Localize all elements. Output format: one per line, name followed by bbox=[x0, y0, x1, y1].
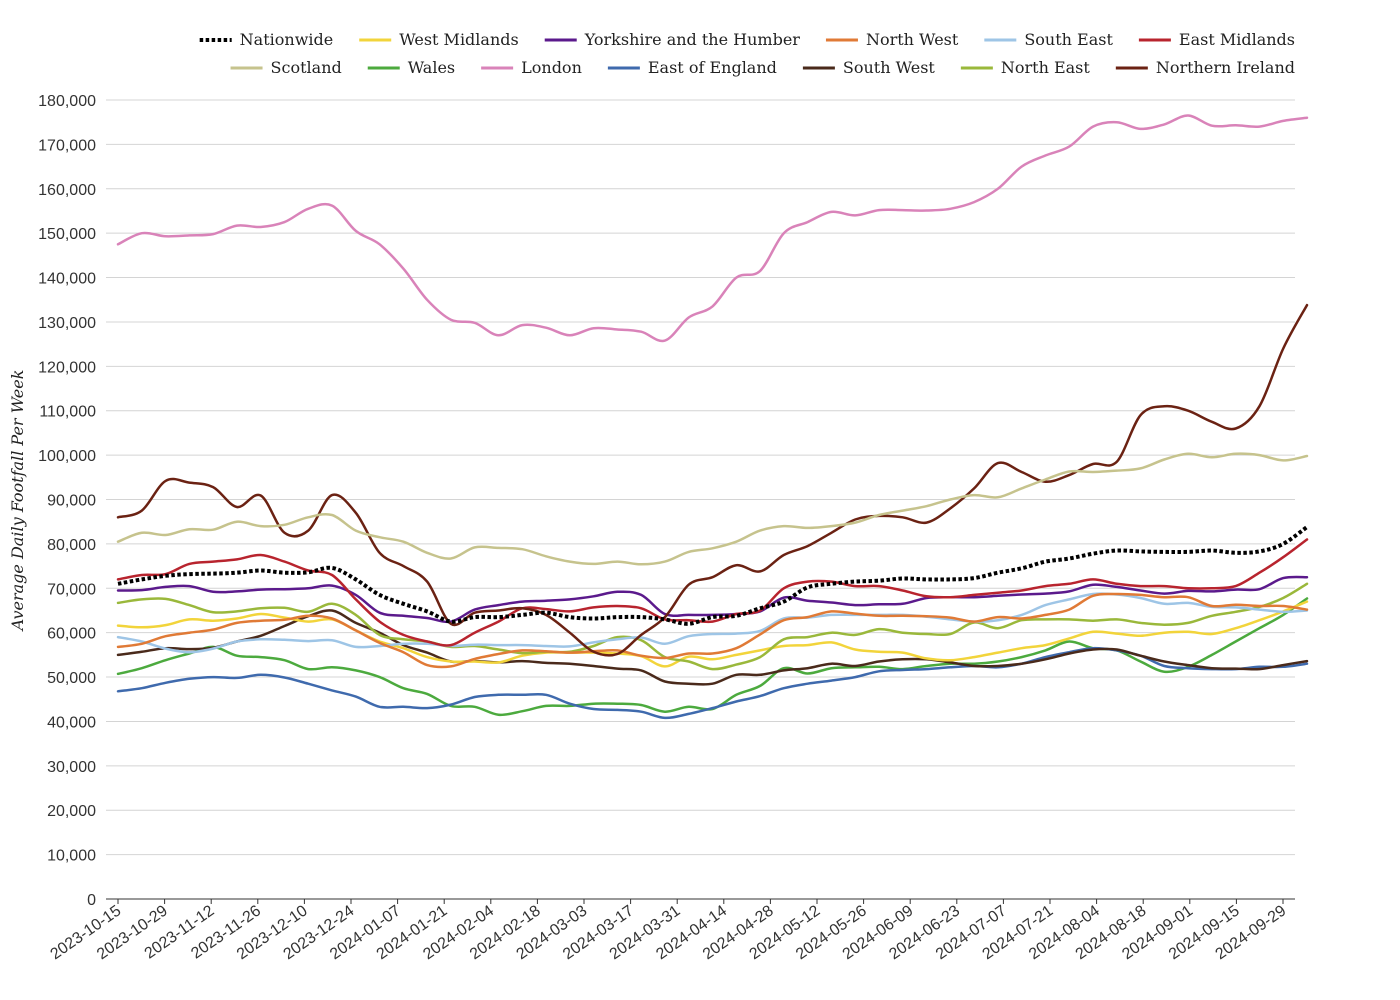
series-line-northern-ireland bbox=[116, 303, 1309, 657]
y-tick-label: 20,000 bbox=[47, 803, 96, 820]
y-tick-label: 90,000 bbox=[47, 493, 96, 510]
legend-label: Northern Ireland bbox=[1156, 58, 1295, 77]
series-line-east-midlands bbox=[116, 538, 1309, 647]
legend-item-east-of-england: East of England bbox=[607, 58, 777, 77]
series-line-south-west bbox=[116, 609, 1309, 686]
legend-item-scotland: Scotland bbox=[230, 58, 342, 77]
legend-item-london: London bbox=[481, 58, 582, 77]
series-line-west-midlands bbox=[116, 600, 1309, 668]
legend-label: West Midlands bbox=[399, 30, 519, 49]
y-tick-label: 130,000 bbox=[38, 315, 96, 332]
y-tick-label: 40,000 bbox=[47, 714, 96, 731]
y-axis-label: Average Daily Footfall Per Week bbox=[8, 370, 27, 633]
y-tick-label: 0 bbox=[87, 892, 96, 909]
legend-item-east-midlands: East Midlands bbox=[1138, 30, 1295, 49]
legend-label: Nationwide bbox=[240, 30, 334, 49]
series-line-yorkshire-and-the-humber bbox=[116, 575, 1309, 624]
y-tick-label: 30,000 bbox=[47, 759, 96, 776]
gridlines bbox=[106, 99, 1295, 856]
y-tick-label: 150,000 bbox=[38, 226, 96, 243]
y-tick-label: 110,000 bbox=[39, 404, 96, 421]
y-tick-label: 80,000 bbox=[47, 537, 96, 554]
series-line-north-east bbox=[116, 582, 1309, 671]
legend-item-northern-ireland: Northern Ireland bbox=[1115, 58, 1295, 77]
legend-label: Yorkshire and the Humber bbox=[584, 30, 801, 49]
legend-label: East of England bbox=[648, 58, 777, 77]
axes: 0 10,000 20,000 30,000 40,000 50,000 60,000 70,… bbox=[38, 93, 1295, 963]
y-tick-label: 160,000 bbox=[38, 182, 96, 199]
legend-label: North West bbox=[866, 30, 959, 49]
legend-item-west-midlands: West Midlands bbox=[359, 30, 519, 49]
legend-label: London bbox=[521, 58, 582, 77]
y-tick-label: 10,000 bbox=[47, 848, 96, 865]
legend-item-north-west: North West bbox=[825, 30, 959, 49]
series-line-south-east bbox=[116, 592, 1309, 654]
series-line-scotland bbox=[116, 452, 1309, 566]
legend-item-nationwide: Nationwide bbox=[199, 30, 334, 49]
legend-label: South West bbox=[843, 58, 936, 77]
legend-item-south-east: South East bbox=[984, 30, 1113, 49]
series-lines bbox=[116, 114, 1309, 720]
y-tick-label: 140,000 bbox=[38, 271, 96, 288]
legend-item-south-west: South West bbox=[802, 58, 936, 77]
y-tick-label: 120,000 bbox=[38, 359, 96, 376]
y-tick-label: 60,000 bbox=[47, 626, 96, 643]
legend-item-yorkshire-and-the-humber: Yorkshire and the Humber bbox=[544, 30, 801, 49]
y-tick-label: 180,000 bbox=[38, 93, 96, 110]
legend-item-wales: Wales bbox=[367, 58, 455, 77]
legend: Nationwide West Midlands Yorkshire and the… bbox=[199, 30, 1295, 77]
legend-item-north-east: North East bbox=[960, 58, 1091, 77]
legend-label: Wales bbox=[408, 58, 455, 77]
series-line-nationwide bbox=[117, 525, 1309, 626]
y-tick-label: 100,000 bbox=[38, 448, 96, 465]
y-tick-label: 70,000 bbox=[47, 581, 96, 598]
y-tick-label: 170,000 bbox=[38, 137, 96, 154]
y-tick-label: 50,000 bbox=[47, 670, 96, 687]
series-line-north-west bbox=[116, 592, 1309, 669]
series-line-london bbox=[116, 114, 1309, 343]
legend-label: Scotland bbox=[271, 58, 342, 77]
legend-label: East Midlands bbox=[1179, 30, 1295, 49]
legend-label: North East bbox=[1001, 58, 1091, 77]
legend-label: South East bbox=[1024, 30, 1113, 49]
